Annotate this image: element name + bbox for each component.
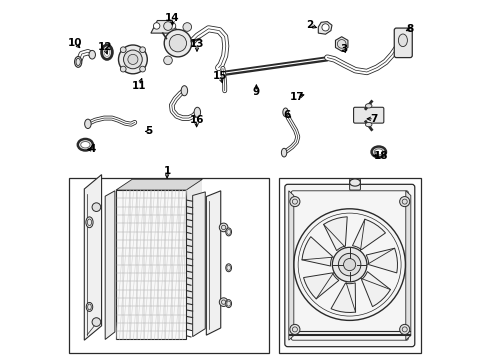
Text: 17: 17 — [289, 92, 304, 102]
Ellipse shape — [84, 119, 91, 129]
Polygon shape — [288, 191, 293, 340]
Circle shape — [321, 24, 328, 31]
FancyBboxPatch shape — [353, 107, 383, 123]
Bar — [278, 178, 420, 353]
Text: 8: 8 — [406, 24, 413, 34]
Text: 7: 7 — [369, 114, 377, 124]
Polygon shape — [361, 271, 390, 307]
Ellipse shape — [281, 148, 286, 157]
Bar — [69, 178, 268, 353]
Text: 2: 2 — [305, 20, 312, 30]
Polygon shape — [105, 191, 115, 339]
Circle shape — [399, 197, 409, 207]
Circle shape — [120, 47, 126, 53]
Ellipse shape — [78, 139, 93, 150]
Ellipse shape — [89, 50, 95, 59]
Ellipse shape — [86, 217, 93, 228]
Bar — [116, 190, 186, 339]
Polygon shape — [303, 273, 338, 299]
Text: 5: 5 — [145, 126, 152, 136]
Polygon shape — [323, 217, 346, 251]
FancyBboxPatch shape — [284, 184, 414, 347]
Circle shape — [169, 23, 175, 29]
Circle shape — [332, 247, 366, 282]
Circle shape — [169, 35, 186, 52]
Polygon shape — [366, 248, 397, 273]
Ellipse shape — [81, 141, 90, 148]
Circle shape — [338, 253, 360, 276]
Ellipse shape — [104, 48, 110, 57]
Circle shape — [153, 23, 160, 29]
Circle shape — [219, 223, 227, 232]
Polygon shape — [352, 219, 385, 250]
Circle shape — [92, 318, 101, 327]
Circle shape — [399, 324, 409, 334]
Circle shape — [164, 30, 191, 57]
Text: 18: 18 — [372, 150, 387, 161]
Ellipse shape — [102, 45, 112, 59]
Ellipse shape — [282, 108, 287, 117]
Text: 12: 12 — [98, 42, 112, 52]
Circle shape — [289, 197, 299, 207]
Ellipse shape — [365, 122, 371, 127]
Polygon shape — [132, 179, 202, 329]
FancyBboxPatch shape — [393, 28, 411, 58]
Ellipse shape — [225, 264, 231, 272]
Polygon shape — [405, 191, 410, 340]
Circle shape — [289, 324, 299, 334]
Text: 1: 1 — [163, 166, 170, 176]
Text: 14: 14 — [165, 13, 180, 23]
Circle shape — [123, 50, 142, 69]
Ellipse shape — [225, 228, 231, 236]
Ellipse shape — [181, 86, 187, 96]
Ellipse shape — [225, 300, 231, 307]
Circle shape — [343, 258, 355, 271]
Polygon shape — [206, 191, 220, 335]
Circle shape — [140, 66, 145, 72]
Circle shape — [219, 298, 227, 306]
Circle shape — [163, 56, 172, 65]
Polygon shape — [302, 237, 332, 266]
Text: 6: 6 — [283, 110, 290, 120]
Text: 10: 10 — [68, 38, 82, 48]
Text: 4: 4 — [89, 144, 96, 154]
Circle shape — [127, 54, 138, 64]
Text: 13: 13 — [189, 39, 204, 49]
Text: 3: 3 — [339, 44, 346, 54]
Circle shape — [92, 203, 101, 211]
Ellipse shape — [365, 104, 371, 108]
Ellipse shape — [398, 34, 407, 46]
Circle shape — [183, 23, 191, 31]
Polygon shape — [116, 179, 202, 190]
Circle shape — [118, 45, 147, 74]
Text: 16: 16 — [189, 115, 203, 125]
Text: 11: 11 — [132, 81, 146, 91]
Ellipse shape — [75, 57, 81, 67]
Ellipse shape — [86, 302, 93, 311]
Polygon shape — [84, 175, 102, 340]
Text: 9: 9 — [252, 87, 260, 97]
Ellipse shape — [194, 107, 200, 117]
Ellipse shape — [373, 149, 383, 155]
Text: 15: 15 — [212, 71, 227, 81]
Ellipse shape — [371, 147, 385, 157]
Polygon shape — [192, 192, 205, 337]
Circle shape — [140, 47, 145, 53]
Ellipse shape — [349, 179, 360, 186]
Circle shape — [120, 66, 126, 72]
Polygon shape — [318, 22, 331, 34]
Circle shape — [163, 22, 172, 30]
FancyBboxPatch shape — [349, 179, 360, 190]
Polygon shape — [330, 283, 355, 312]
Polygon shape — [151, 21, 178, 33]
